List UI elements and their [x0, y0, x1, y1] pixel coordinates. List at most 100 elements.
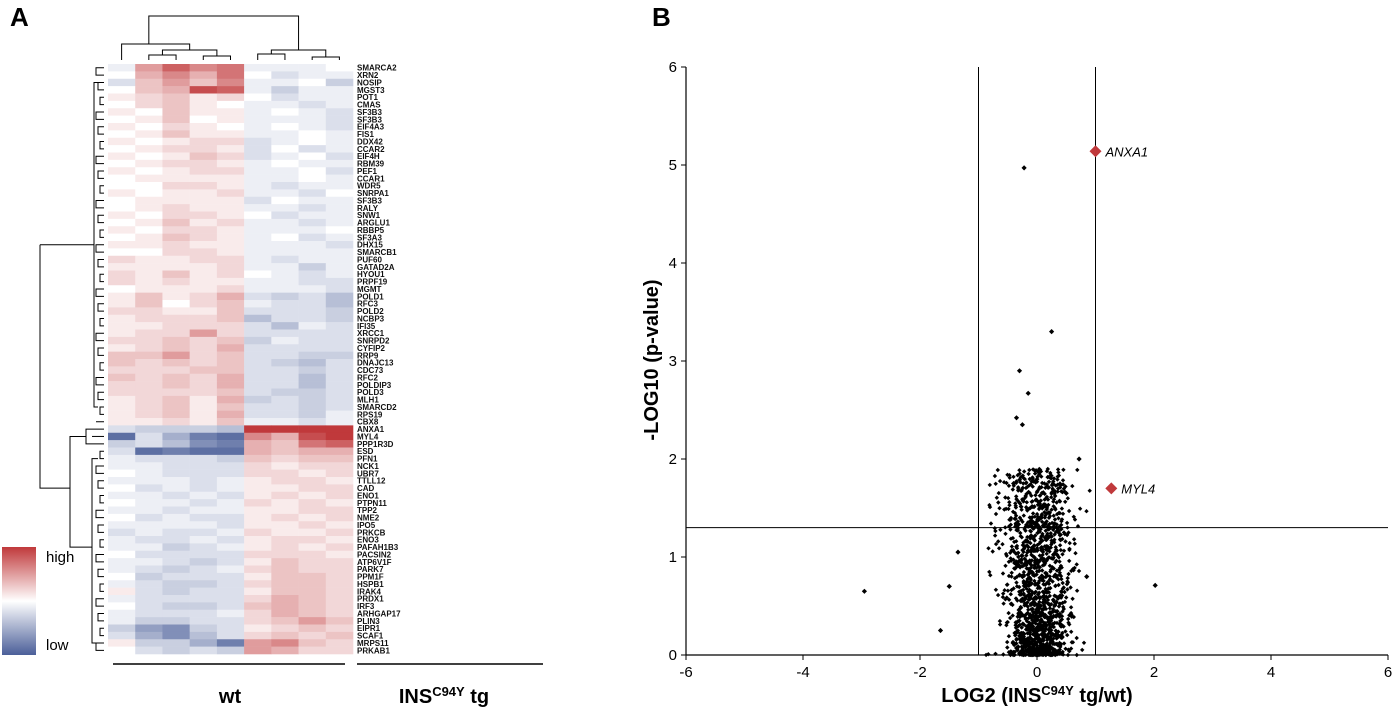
data-point: [1065, 632, 1070, 638]
data-point: [1010, 509, 1016, 514]
data-point: [1045, 634, 1050, 639]
data-point: [1043, 652, 1048, 658]
data-point: [1021, 579, 1026, 584]
heatmap-cell: [244, 336, 272, 345]
data-point: [1068, 585, 1073, 590]
heatmap-cell: [216, 506, 245, 515]
heatmap-cell: [325, 462, 354, 470]
data-point: [1044, 546, 1050, 551]
data-point: [1033, 640, 1038, 645]
column-dendrogram-branch: [202, 55, 231, 60]
heatmap-cell: [325, 123, 354, 131]
data-point: [1045, 535, 1051, 541]
data-point: [1041, 575, 1046, 580]
data-point: [993, 587, 999, 592]
heatmap-cell: [162, 277, 190, 286]
data-point: [1017, 468, 1022, 473]
x-tick-label: -6: [679, 664, 692, 681]
heatmap-cell: [325, 130, 354, 139]
heatmap-cell: [244, 174, 272, 183]
data-point: [1022, 496, 1027, 501]
heatmap-cell: [135, 440, 163, 448]
heatmap-cell: [298, 536, 327, 544]
data-point: [1028, 561, 1033, 567]
heatmap-cell: [162, 580, 190, 588]
data-point: [1046, 619, 1051, 624]
data-point: [995, 592, 1001, 598]
data-point: [1057, 621, 1062, 627]
heatmap-cell: [189, 543, 218, 552]
heatmap-cell: [216, 71, 245, 80]
data-point: [1055, 486, 1061, 491]
heatmap-cell: [325, 528, 354, 537]
data-point: [1004, 553, 1009, 558]
heatmap-cell: [108, 241, 136, 249]
gene-label: MGMT: [357, 285, 382, 294]
data-point: [1029, 591, 1034, 597]
data-point: [1038, 627, 1043, 632]
heatmap-cell: [162, 388, 190, 397]
data-point: [1003, 495, 1008, 500]
data-point: [1070, 596, 1075, 601]
data-point: [1053, 583, 1058, 589]
heatmap-cell: [244, 366, 272, 375]
data-point: [1017, 584, 1022, 590]
heatmap-cell: [162, 336, 190, 345]
data-point: [1075, 467, 1080, 473]
data-point: [1031, 544, 1037, 549]
data-point: [1057, 537, 1063, 542]
heatmap-cell: [325, 410, 354, 419]
heatmap-cell: [298, 395, 327, 404]
heatmap-cell: [271, 425, 299, 434]
data-point: [1035, 618, 1040, 623]
heatmap-cell: [135, 174, 163, 183]
data-point: [1004, 480, 1009, 486]
heatmap-cell: [108, 137, 136, 146]
heatmap-cell: [162, 469, 190, 478]
data-point: [1074, 652, 1079, 658]
data-point: [1025, 544, 1030, 549]
data-point: [1037, 599, 1042, 605]
gene-label: TTLL12: [357, 477, 386, 486]
data-point: [1026, 607, 1031, 612]
heatmap-cell: [108, 631, 136, 640]
data-point: [1032, 616, 1038, 621]
heatmap-cell: [216, 572, 245, 581]
gene-label: SF3B3: [357, 108, 382, 117]
heatmap-cell: [244, 189, 272, 198]
data-point: [1034, 630, 1039, 635]
heatmap-cell: [135, 624, 163, 633]
heatmap-cell: [271, 403, 299, 411]
heatmap-cell: [189, 292, 218, 301]
data-point: [1044, 483, 1050, 489]
data-point: [1020, 613, 1025, 618]
data-point: [1040, 647, 1046, 652]
heatmap-cell: [135, 108, 163, 116]
heatmap-cell: [244, 624, 272, 633]
heatmap-cell: [135, 418, 163, 426]
heatmap-cell: [298, 366, 327, 375]
heatmap-cell: [162, 558, 190, 566]
heatmap-cell: [108, 373, 136, 382]
heatmap-cell: [135, 381, 163, 389]
data-point: [1054, 558, 1059, 563]
data-point: [1035, 489, 1040, 494]
data-point: [1064, 532, 1070, 538]
heatmap-cell: [244, 469, 272, 478]
x-tick-label: 2: [1150, 664, 1158, 681]
heatmap-cell: [108, 300, 136, 308]
data-point: [1043, 623, 1048, 628]
heatmap-cell: [271, 595, 299, 603]
heatmap-cell: [244, 609, 272, 618]
data-point: [1068, 646, 1074, 651]
y-tick-label: 0: [669, 647, 677, 664]
heatmap-cell: [162, 255, 190, 264]
heatmap-cell: [189, 558, 218, 566]
heatmap-cell: [244, 130, 272, 139]
heatmap-cell: [162, 300, 190, 308]
heatmap-cell: [244, 314, 272, 323]
y-tick-label: 6: [669, 59, 677, 76]
row-dendrogram-branch: [95, 553, 104, 563]
data-point: [1032, 468, 1037, 473]
data-point: [1035, 608, 1040, 614]
